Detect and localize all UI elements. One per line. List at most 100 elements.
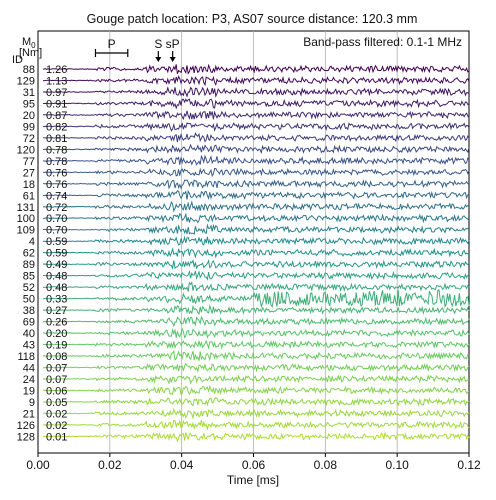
trace-id-label: 18 bbox=[23, 179, 35, 191]
trace-line bbox=[42, 397, 470, 407]
trace-m0-label: 0.07 bbox=[46, 374, 67, 386]
trace-id-label: 120 bbox=[17, 144, 35, 156]
trace-id-label: 89 bbox=[23, 259, 35, 271]
trace-line bbox=[42, 178, 470, 190]
trace-m0-label: 0.06 bbox=[46, 385, 67, 397]
trace-id-label: 99 bbox=[23, 121, 35, 133]
trace-line bbox=[42, 315, 470, 328]
id-header: ID bbox=[12, 54, 23, 66]
chart-title: Gouge patch location: P3, AS07 source di… bbox=[87, 12, 418, 26]
trace-line bbox=[43, 110, 470, 121]
trace-line bbox=[42, 374, 470, 385]
trace-m0-label: 0.20 bbox=[46, 328, 67, 340]
trace-m0-label: 0.81 bbox=[46, 133, 67, 145]
x-tick-label: 0.08 bbox=[314, 458, 338, 472]
trace-m0-label: 0.76 bbox=[46, 167, 67, 179]
trace-labels: 88 1.26 129 1.13 31 0.97 95 0.91 20 0.87 99 0.82 72 0… bbox=[17, 64, 68, 443]
sp-arrow-head bbox=[169, 57, 176, 62]
trace-id-label: 88 bbox=[23, 64, 35, 76]
trace-line bbox=[42, 304, 470, 316]
trace-id-label: 19 bbox=[23, 385, 35, 397]
trace-m0-label: 0.78 bbox=[46, 144, 67, 156]
trace-id-label: 77 bbox=[23, 156, 35, 168]
trace-line bbox=[42, 247, 470, 259]
trace-id-label: 69 bbox=[23, 317, 35, 329]
trace-line bbox=[43, 339, 470, 350]
trace-m0-label: 0.48 bbox=[46, 271, 67, 283]
s-arrow-head bbox=[155, 57, 162, 62]
trace-m0-label: 0.91 bbox=[46, 98, 67, 110]
trace-line bbox=[42, 132, 470, 143]
trace-id-label: 128 bbox=[17, 431, 35, 443]
trace-line bbox=[43, 223, 470, 236]
trace-id-label: 44 bbox=[23, 362, 35, 374]
trace-m0-label: 0.72 bbox=[46, 202, 67, 214]
trace-line bbox=[42, 431, 470, 443]
sp-label: sP bbox=[166, 37, 180, 51]
trace-line bbox=[42, 212, 470, 224]
trace-m0-label: 0.33 bbox=[46, 294, 67, 306]
trace-id-label: 4 bbox=[29, 236, 35, 248]
trace-line bbox=[42, 86, 470, 98]
s-label: S bbox=[154, 37, 162, 51]
trace-line bbox=[42, 63, 470, 75]
trace-line bbox=[42, 289, 470, 309]
trace-id-label: 27 bbox=[23, 167, 35, 179]
trace-m0-label: 0.48 bbox=[46, 282, 67, 294]
trace-id-label: 62 bbox=[23, 248, 35, 260]
trace-id-label: 9 bbox=[29, 397, 35, 409]
trace-id-label: 38 bbox=[23, 305, 35, 317]
trace-id-label: 61 bbox=[23, 190, 35, 202]
x-tick-label: 0.02 bbox=[98, 458, 122, 472]
trace-m0-label: 0.87 bbox=[46, 110, 67, 122]
trace-m0-label: 0.01 bbox=[46, 431, 67, 443]
trace-m0-label: 0.08 bbox=[46, 351, 67, 363]
trace-line bbox=[43, 122, 470, 132]
m0-header-subscript: 0 bbox=[31, 41, 36, 50]
trace-line bbox=[42, 167, 470, 178]
trace-m0-label: 0.07 bbox=[46, 362, 67, 374]
trace-id-label: 118 bbox=[17, 351, 35, 363]
trace-id-label: 31 bbox=[23, 87, 35, 99]
trace-line bbox=[43, 327, 470, 339]
trace-m0-label: 0.74 bbox=[46, 190, 67, 202]
x-axis-label: Time [ms] bbox=[227, 473, 279, 487]
trace-m0-label: 0.19 bbox=[46, 340, 67, 352]
trace-line bbox=[43, 189, 470, 200]
trace-line bbox=[42, 75, 470, 87]
m0-header-symbol: M bbox=[22, 36, 31, 48]
trace-m0-label: 0.70 bbox=[46, 213, 67, 225]
m0-unit: [Nm] bbox=[19, 47, 42, 59]
trace-m0-label: 0.26 bbox=[46, 317, 67, 329]
x-tick-label: 0.12 bbox=[457, 458, 481, 472]
x-tick-label: 0.10 bbox=[385, 458, 409, 472]
trace-line bbox=[43, 281, 470, 292]
trace-line bbox=[42, 235, 470, 246]
trace-id-label: 126 bbox=[17, 420, 35, 432]
x-tick-label: 0.04 bbox=[170, 458, 194, 472]
trace-line bbox=[42, 154, 470, 166]
x-tick-label: 0.00 bbox=[26, 458, 50, 472]
trace-m0-label: 0.76 bbox=[46, 179, 67, 191]
trace-id-label: 24 bbox=[23, 374, 35, 386]
trace-id-label: 95 bbox=[23, 98, 35, 110]
trace-m0-label: 0.02 bbox=[46, 408, 67, 420]
trace-line bbox=[42, 143, 470, 155]
trace-m0-label: 0.97 bbox=[46, 87, 67, 99]
trace-id-label: 20 bbox=[23, 110, 35, 122]
trace-line bbox=[42, 349, 470, 362]
trace-m0-label: 0.05 bbox=[46, 397, 67, 409]
trace-line bbox=[42, 259, 470, 270]
trace-id-label: 40 bbox=[23, 328, 35, 340]
trace-line bbox=[42, 362, 470, 374]
trace-line bbox=[43, 269, 470, 281]
trace-id-label: 131 bbox=[17, 202, 35, 214]
trace-line bbox=[42, 407, 470, 420]
trace-group bbox=[42, 63, 470, 443]
m0-header: M0 bbox=[22, 36, 36, 50]
trace-m0-label: 1.13 bbox=[46, 75, 67, 87]
x-tick-label: 0.06 bbox=[242, 458, 266, 472]
